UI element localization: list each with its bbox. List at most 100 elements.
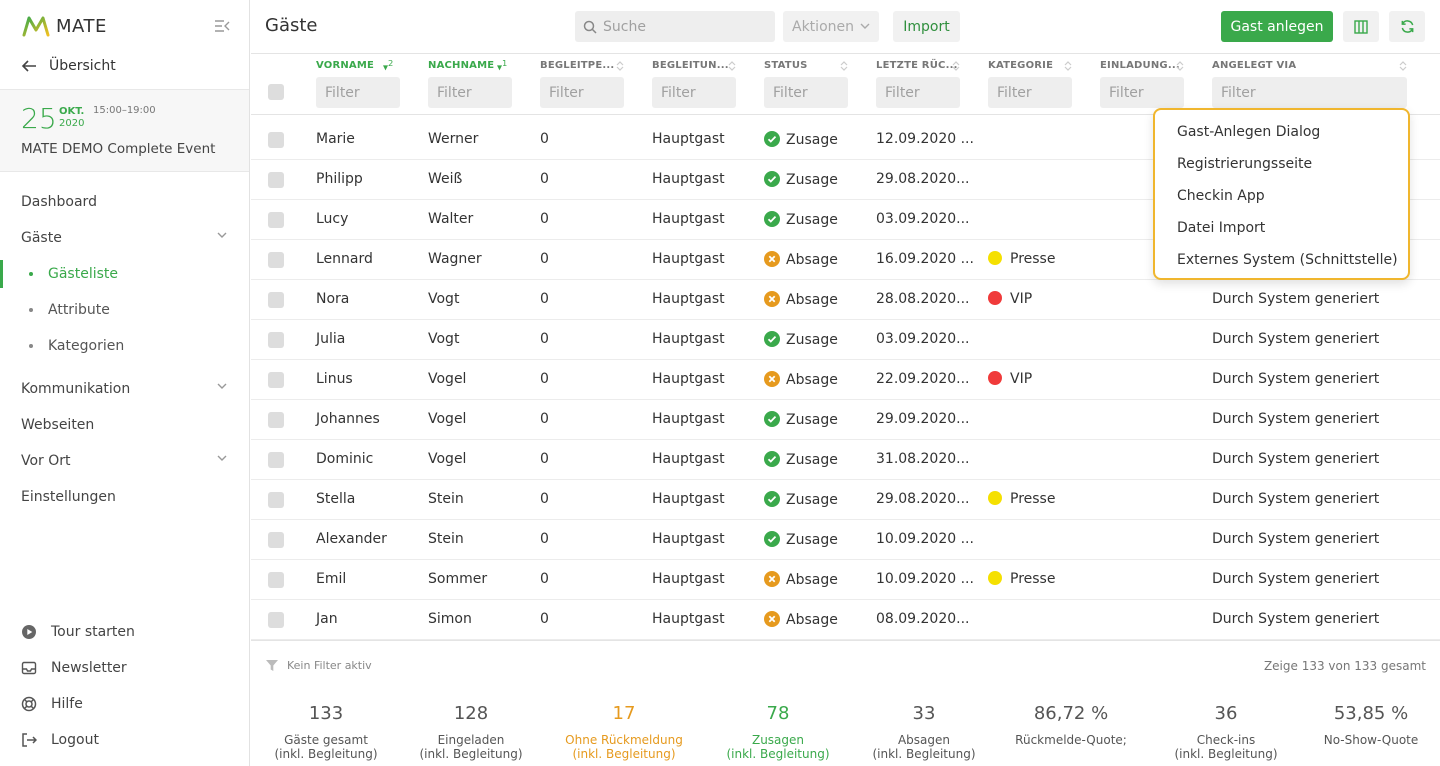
event-card[interactable]: 25 OKT. 2020 15:00–19:00 MATE DEMO Compl… — [0, 89, 249, 172]
play-icon — [22, 625, 36, 639]
row-checkbox[interactable] — [268, 332, 284, 348]
help-link[interactable]: Hilfe — [0, 686, 249, 722]
column-lastname[interactable]: NACHNAME ▾1 — [428, 58, 512, 114]
nav-guests[interactable]: Gäste — [0, 220, 249, 256]
stat-value: 128 — [453, 703, 489, 724]
column-label: NACHNAME — [428, 60, 495, 71]
cell-lastname: Sommer — [428, 571, 488, 587]
row-checkbox[interactable] — [268, 372, 284, 388]
cell-created-via: Durch System generiert — [1212, 611, 1380, 627]
cell-last-response: 28.08.2020... — [876, 291, 970, 307]
nav-dashboard[interactable]: Dashboard — [0, 184, 249, 220]
table-row[interactable]: Dominic Vogel 0 Hauptgast Zusage 31.08.2020..… — [251, 440, 1440, 480]
column-companion-type[interactable]: BEGLEITUN... — [652, 58, 736, 114]
back-to-overview-link[interactable]: Übersicht — [21, 58, 116, 74]
tour-button[interactable]: Tour starten — [0, 614, 249, 650]
column-category[interactable]: KATEGORIE — [988, 58, 1072, 114]
filter-status[interactable] — [764, 77, 848, 108]
search-icon — [583, 20, 597, 34]
row-checkbox[interactable] — [268, 452, 284, 468]
filter-last-response[interactable] — [876, 77, 960, 108]
dropdown-option[interactable]: Registrierungsseite — [1177, 156, 1313, 172]
cell-firstname: Linus — [316, 371, 353, 387]
table-row[interactable]: Nora Vogt 0 Hauptgast Absage 28.08.2020... VIP… — [251, 280, 1440, 320]
table-row[interactable]: Marie Werner 0 Hauptgast Zusage 12.09.2020 ..… — [251, 120, 1440, 160]
table-row[interactable]: Lucy Walter 0 Hauptgast Zusage 03.09.2020... — [251, 200, 1440, 240]
column-firstname[interactable]: VORNAME ▾2 — [316, 58, 400, 114]
cell-firstname: Lucy — [316, 211, 349, 227]
dropdown-option[interactable]: Datei Import — [1177, 220, 1266, 236]
filter-invitation[interactable] — [1100, 77, 1184, 108]
table-row[interactable]: Philipp Weiß 0 Hauptgast Zusage 29.08.2020... — [251, 160, 1440, 200]
filter-firstname[interactable] — [316, 77, 400, 108]
nav-onsite[interactable]: Vor Ort — [0, 443, 249, 479]
table-row[interactable]: Lennard Wagner 0 Hauptgast Absage 16.09.2020 … — [251, 240, 1440, 280]
row-checkbox[interactable] — [268, 172, 284, 188]
add-guest-button[interactable]: Gast anlegen — [1221, 11, 1333, 42]
column-created-via[interactable]: ANGELEGT VIA — [1212, 58, 1407, 114]
column-last-response[interactable]: LETZTE RÜC... — [876, 58, 960, 114]
row-checkbox[interactable] — [268, 412, 284, 428]
sort-icon — [952, 61, 960, 71]
stat-label-line: Eingeladen — [437, 733, 505, 747]
newsletter-link[interactable]: Newsletter — [0, 650, 249, 686]
row-checkbox[interactable] — [268, 132, 284, 148]
row-checkbox[interactable] — [268, 212, 284, 228]
event-month: OKT. — [59, 106, 85, 117]
refresh-button[interactable] — [1389, 11, 1425, 42]
status-label: Zusage — [786, 412, 838, 428]
chevron-down-icon — [217, 232, 227, 238]
dropdown-option[interactable]: Checkin App — [1177, 188, 1265, 204]
filter-lastname[interactable] — [428, 77, 512, 108]
row-checkbox[interactable] — [268, 252, 284, 268]
actions-dropdown-button[interactable]: Aktionen — [783, 11, 879, 42]
event-time: 15:00–19:00 — [93, 105, 156, 116]
filter-companion-type[interactable] — [652, 77, 736, 108]
table-row[interactable]: Johannes Vogel 0 Hauptgast Zusage 29.09.2020.… — [251, 400, 1440, 440]
cell-category: Presse — [988, 251, 1055, 267]
column-label: ANGELEGT VIA — [1212, 60, 1297, 71]
filter-created-via[interactable] — [1212, 77, 1407, 108]
refresh-icon — [1401, 20, 1413, 33]
nav-attributes[interactable]: Attribute — [0, 292, 249, 328]
dropdown-option[interactable]: Externes System (Schnittstelle) — [1177, 252, 1398, 268]
cell-created-via: Durch System generiert — [1212, 451, 1380, 467]
select-all-checkbox[interactable] — [268, 84, 284, 100]
filter-category[interactable] — [988, 77, 1072, 108]
column-companions[interactable]: BEGLEITPE... — [540, 58, 624, 114]
filter-companions[interactable] — [540, 77, 624, 108]
nav-categories[interactable]: Kategorien — [0, 328, 249, 364]
table-row[interactable]: Linus Vogel 0 Hauptgast Absage 22.09.2020... V… — [251, 360, 1440, 400]
nav-communication[interactable]: Kommunikation — [0, 371, 249, 407]
logout-link[interactable]: Logout — [0, 722, 249, 758]
nav-guestlist[interactable]: Gästeliste — [0, 256, 249, 292]
cell-lastname: Stein — [428, 491, 464, 507]
table-row[interactable]: Julia Vogt 0 Hauptgast Zusage 03.09.2020... Du… — [251, 320, 1440, 360]
sort-icon — [1399, 61, 1407, 71]
nav-websites[interactable]: Webseiten — [0, 407, 249, 443]
nav-label: Einstellungen — [21, 489, 116, 505]
columns-button[interactable] — [1343, 11, 1379, 42]
search-box[interactable] — [575, 11, 775, 42]
row-checkbox[interactable] — [268, 612, 284, 628]
table-row[interactable]: Emil Sommer 0 Hauptgast Absage 10.09.2020 ...… — [251, 560, 1440, 600]
import-button[interactable]: Import — [893, 11, 960, 42]
row-checkbox[interactable] — [268, 532, 284, 548]
column-invitation[interactable]: EINLADUNG... — [1100, 58, 1184, 114]
row-checkbox[interactable] — [268, 492, 284, 508]
row-checkbox[interactable] — [268, 572, 284, 588]
collapse-sidebar-icon[interactable] — [213, 17, 231, 35]
nav-settings[interactable]: Einstellungen — [0, 479, 249, 515]
table-row[interactable]: Alexander Stein 0 Hauptgast Zusage 10.09.2020… — [251, 520, 1440, 560]
cell-status: Absage — [764, 251, 838, 268]
search-input[interactable] — [603, 18, 763, 35]
table-row[interactable]: Stella Stein 0 Hauptgast Zusage 29.08.2020...… — [251, 480, 1440, 520]
stat-label-line: (inkl. Begleitung) — [872, 747, 976, 761]
row-checkbox[interactable] — [268, 292, 284, 308]
dropdown-option[interactable]: Gast-Anlegen Dialog — [1177, 124, 1321, 140]
back-label: Übersicht — [49, 58, 116, 74]
column-label: BEGLEITPE... — [540, 60, 615, 71]
table-row[interactable]: Jan Simon 0 Hauptgast Absage 08.09.2020... Dur… — [251, 600, 1440, 640]
column-status[interactable]: STATUS — [764, 58, 848, 114]
cell-last-response: 29.08.2020... — [876, 171, 970, 187]
